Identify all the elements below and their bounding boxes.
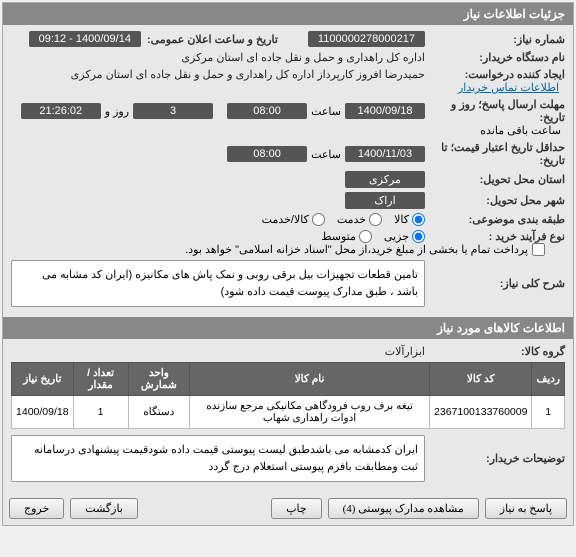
buyer-notes-box: ایران کدمشابه می باشدطبق لیست پیوستی قیم… (11, 435, 425, 482)
radio-jozi-label: جزیی (384, 230, 409, 243)
remain-clock: 21:26:02 (21, 103, 101, 119)
buyer-org-label: نام دستگاه خریدار: (425, 51, 565, 64)
print-button[interactable]: چاپ (271, 498, 322, 519)
process-label: نوع فرآیند خرید : (425, 230, 565, 243)
province-value: مرکزی (345, 171, 425, 188)
summary-label: شرح کلی نیاز: (425, 277, 565, 290)
need-no-value: 1100000278000217 (308, 31, 425, 47)
summary-box: تامین قطعات تجهیزات بیل برقی روبی و نمک … (11, 260, 425, 307)
deadline-time: 08:00 (227, 103, 307, 119)
radio-jozi-input[interactable] (412, 230, 425, 243)
back-button[interactable]: بازگشت (70, 498, 138, 519)
remain-suffix: ساعت باقی مانده (480, 124, 561, 137)
city-label: شهر محل تحویل: (425, 194, 565, 207)
pay-checkbox-item[interactable]: پرداخت تمام یا بخشی از مبلغ خرید،از محل … (185, 243, 545, 256)
radio-khadamat-input[interactable] (369, 213, 382, 226)
col-date: تاریخ نیاز (12, 363, 74, 396)
requester-value: حمیدرضا افروز کارپرداز اداره کل راهداری … (71, 68, 425, 81)
col-row: ردیف (532, 363, 565, 396)
goods-body: گروه کالا: ابزارآلات ردیف کد کالا نام کا… (3, 339, 573, 492)
deadline-date: 1400/09/18 (345, 103, 425, 119)
city-value: اراک (345, 192, 425, 209)
radio-khadamat-label: خدمت (337, 213, 366, 226)
radio-motavaset[interactable]: متوسط (321, 230, 372, 243)
col-name: نام کالا (190, 363, 430, 396)
cell-name: تیغه برف روب فرودگاهی مکانیکی مرجع سازند… (190, 396, 430, 429)
time-label-1: ساعت (311, 105, 341, 118)
subject-radio-group: کالا خدمت کالا/خدمت (262, 213, 425, 226)
cell-code: 2367100133760009 (430, 396, 532, 429)
buyer-notes-label: توضیحات خریدار: (425, 452, 565, 465)
cell-date: 1400/09/18 (12, 396, 74, 429)
cell-unit: دستگاه (128, 396, 190, 429)
radio-khadamat[interactable]: خدمت (337, 213, 382, 226)
goods-section-title: اطلاعات کالاهای مورد نیاز (3, 317, 573, 339)
radio-jozi[interactable]: جزیی (384, 230, 425, 243)
announce-label: تاریخ و ساعت اعلان عمومی: (141, 33, 278, 46)
cell-qty: 1 (73, 396, 128, 429)
remain-word: روز و (105, 105, 129, 118)
attachments-button[interactable]: مشاهده مدارک پیوستی (4) (328, 498, 479, 519)
group-value: ابزارآلات (385, 345, 425, 358)
price-valid-label: حداقل تاریخ اعتبار قیمت؛ تا تاریخ: (425, 141, 565, 167)
subject-cat-label: طبقه بندی موضوعی: (425, 213, 565, 226)
info-body: شماره نیاز: 1100000278000217 تاریخ و ساع… (3, 25, 573, 317)
table-header-row: ردیف کد کالا نام کالا واحد شمارش تعداد /… (12, 363, 565, 396)
table-row: 1 2367100133760009 تیغه برف روب فرودگاهی… (12, 396, 565, 429)
main-panel: جزئیات اطلاعات نیاز شماره نیاز: 11000002… (2, 2, 574, 526)
radio-kala[interactable]: کالا (394, 213, 425, 226)
goods-table: ردیف کد کالا نام کالا واحد شمارش تعداد /… (11, 362, 565, 429)
remain-days: 3 (133, 103, 213, 119)
col-code: کد کالا (430, 363, 532, 396)
contact-link[interactable]: اطلاعات تماس خریدار (458, 81, 559, 94)
requester-label: ایجاد کننده درخواست: (425, 68, 565, 81)
radio-kala-input[interactable] (412, 213, 425, 226)
need-no-label: شماره نیاز: (425, 33, 565, 46)
group-label: گروه کالا: (425, 345, 565, 358)
radio-kalakhadamat[interactable]: کالا/خدمت (262, 213, 325, 226)
price-valid-date: 1400/11/03 (345, 146, 425, 162)
announce-value: 1400/09/14 - 09:12 (29, 31, 141, 47)
deadline-label: مهلت ارسال پاسخ؛ روز و تاریخ: (425, 98, 565, 124)
pay-checkbox-label: پرداخت تمام یا بخشی از مبلغ خرید،از محل … (185, 243, 528, 256)
exit-button[interactable]: خروج (9, 498, 64, 519)
cell-row: 1 (532, 396, 565, 429)
time-label-2: ساعت (311, 148, 341, 161)
price-valid-time: 08:00 (227, 146, 307, 162)
radio-kalakhadamat-input[interactable] (312, 213, 325, 226)
radio-kalakhadamat-label: کالا/خدمت (262, 213, 309, 226)
panel-title: جزئیات اطلاعات نیاز (3, 3, 573, 25)
radio-motavaset-input[interactable] (359, 230, 372, 243)
province-label: استان محل تحویل: (425, 173, 565, 186)
col-unit: واحد شمارش (128, 363, 190, 396)
radio-kala-label: کالا (394, 213, 409, 226)
button-bar: پاسخ به نیاز مشاهده مدارک پیوستی (4) چاپ… (3, 492, 573, 525)
reply-button[interactable]: پاسخ به نیاز (485, 498, 567, 519)
radio-motavaset-label: متوسط (321, 230, 356, 243)
pay-checkbox[interactable] (532, 243, 545, 256)
col-qty: تعداد / مقدار (73, 363, 128, 396)
buyer-org-value: اداره کل راهداری و حمل و نقل جاده ای است… (181, 51, 425, 64)
process-radio-group: جزیی متوسط (321, 230, 425, 243)
